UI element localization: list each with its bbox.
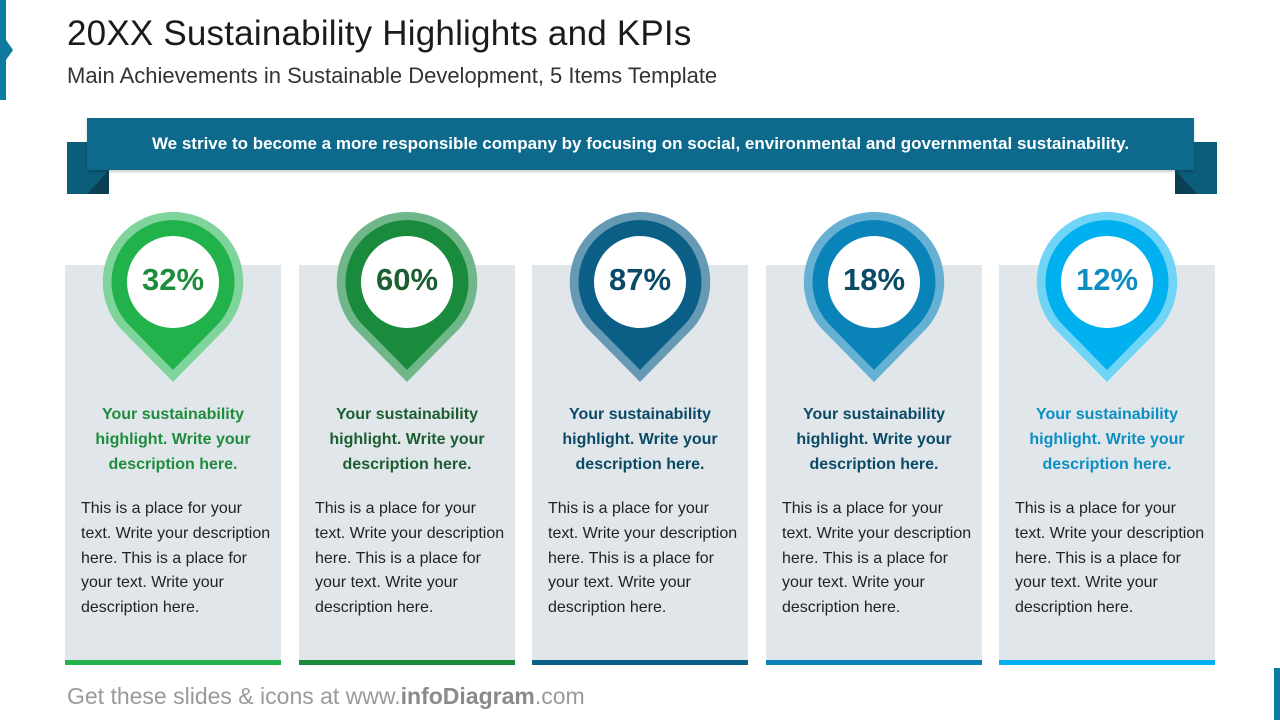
kpi-value: 18% [842,262,906,297]
kpi-cards: 32% Your sustainability highlight. Write… [65,210,1217,665]
kpi-highlight: Your sustainability highlight. Write you… [562,406,718,473]
footer-prefix: Get these slides & icons at www. [67,683,401,709]
kpi-value: 60% [375,262,439,297]
kpi-card-3: 87% Your sustainability highlight. Write… [532,210,748,665]
map-pin-icon: 12% [1035,210,1179,382]
kpi-description: This is a place for your text. Write you… [548,500,738,617]
kpi-description: This is a place for your text. Write you… [782,500,972,617]
left-accent-bar [0,0,13,100]
map-pin-icon: 60% [335,210,479,382]
kpi-highlight: Your sustainability highlight. Write you… [1029,406,1185,473]
card-accent-bar [65,660,281,665]
card-accent-bar [532,660,748,665]
footer-brand: infoDiagram [400,683,535,709]
map-pin-icon: 18% [802,210,946,382]
kpi-highlight: Your sustainability highlight. Write you… [329,406,485,473]
banner-text: We strive to become a more responsible c… [87,118,1194,170]
kpi-card-4: 18% Your sustainability highlight. Write… [766,210,982,665]
kpi-description: This is a place for your text. Write you… [1015,500,1205,617]
kpi-description: This is a place for your text. Write you… [81,500,271,617]
kpi-value: 32% [141,262,205,297]
page-subtitle: Main Achievements in Sustainable Develop… [67,63,718,88]
map-pin-icon: 87% [568,210,712,382]
kpi-highlight: Your sustainability highlight. Write you… [95,406,251,473]
card-accent-bar [999,660,1215,665]
kpi-value: 12% [1075,262,1139,297]
card-accent-bar [766,660,982,665]
map-pin-icon: 32% [101,210,245,382]
kpi-card-2: 60% Your sustainability highlight. Write… [299,210,515,665]
footer-suffix: .com [534,683,585,709]
footer-credit: Get these slides & icons at www.infoDiag… [67,683,585,710]
card-accent-bar [299,660,515,665]
mission-banner: We strive to become a more responsible c… [67,118,1217,194]
kpi-value: 87% [608,262,672,297]
page-title: 20XX Sustainability Highlights and KPIs [67,14,692,53]
kpi-card-1: 32% Your sustainability highlight. Write… [65,210,281,665]
kpi-card-5: 12% Your sustainability highlight. Write… [999,210,1215,665]
kpi-description: This is a place for your text. Write you… [315,500,505,617]
right-accent-bar [1274,668,1280,720]
kpi-highlight: Your sustainability highlight. Write you… [796,406,952,473]
